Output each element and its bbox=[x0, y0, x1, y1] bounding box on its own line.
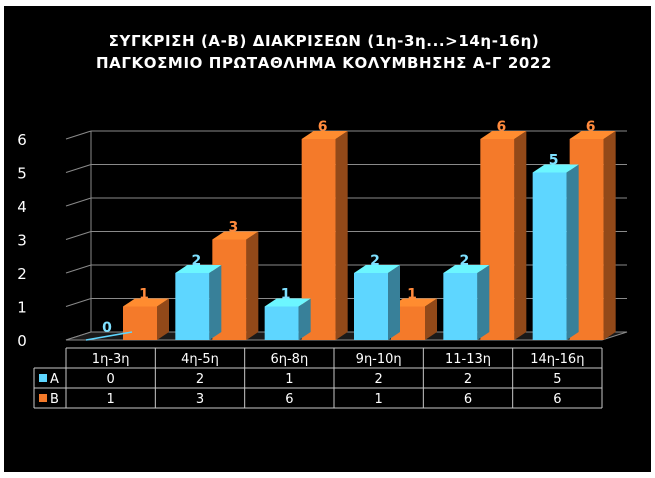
bar-a-1 bbox=[175, 265, 222, 340]
table-cell: 6 bbox=[553, 392, 561, 407]
data-label-a: 2 bbox=[370, 253, 380, 269]
x-tick-label: 4η-5η bbox=[181, 352, 219, 367]
table-cell: 0 bbox=[107, 372, 115, 387]
table-cell: 6 bbox=[285, 392, 293, 407]
legend-swatch-a bbox=[39, 374, 47, 382]
x-tick-label: 6η-8η bbox=[270, 352, 308, 367]
data-label-a: 0 bbox=[102, 320, 112, 336]
data-label-a: 5 bbox=[549, 153, 559, 169]
legend-entry: Β bbox=[50, 392, 59, 407]
bar-a-3 bbox=[354, 265, 400, 340]
bar-a-0 bbox=[85, 331, 133, 341]
legend-swatch-b bbox=[39, 394, 47, 402]
data-label-a: 1 bbox=[281, 287, 291, 303]
x-tick-label: 14η-16η bbox=[530, 352, 584, 367]
x-tick-label: 11-13η bbox=[445, 352, 491, 367]
bar-b-0 bbox=[123, 298, 169, 340]
data-label-b: 3 bbox=[228, 220, 238, 236]
table-cell: 1 bbox=[107, 392, 115, 407]
table-cell: 2 bbox=[464, 372, 472, 387]
y-tick-label: 1 bbox=[17, 299, 27, 317]
gridline-depth bbox=[65, 231, 92, 240]
table-cell: 2 bbox=[196, 372, 204, 387]
data-label-b: 6 bbox=[318, 119, 328, 135]
gridline-depth bbox=[65, 264, 92, 274]
chart-panel: ΣΥΓΚΡΙΣΗ (Α-Β) ΔΙΑΚΡΙΣΕΩΝ (1η-3η...>14η-… bbox=[4, 6, 651, 472]
y-tick-label: 2 bbox=[17, 265, 27, 283]
table-cell: 6 bbox=[464, 392, 472, 407]
data-label-b: 1 bbox=[139, 287, 149, 303]
x-tick-label: 9η-10η bbox=[356, 352, 402, 367]
gridline-depth bbox=[65, 130, 92, 140]
table-cell: 1 bbox=[375, 392, 383, 407]
y-tick-label: 4 bbox=[17, 198, 27, 216]
bar-a-4 bbox=[443, 265, 490, 340]
data-label-a: 2 bbox=[191, 253, 201, 269]
y-tick-label: 3 bbox=[17, 232, 27, 250]
data-label-a: 2 bbox=[459, 253, 469, 269]
table-cell: 5 bbox=[553, 372, 561, 387]
chart-title-line1: ΣΥΓΚΡΙΣΗ (Α-Β) ΔΙΑΚΡΙΣΕΩΝ (1η-3η...>14η-… bbox=[109, 32, 540, 50]
bar-a-5 bbox=[532, 164, 579, 340]
table-cell: 2 bbox=[375, 372, 383, 387]
legend-entry: Α bbox=[50, 372, 59, 387]
gridline-depth bbox=[65, 298, 92, 307]
data-label-b: 6 bbox=[586, 119, 596, 135]
data-label-b: 1 bbox=[407, 287, 417, 303]
bar-a-2 bbox=[264, 298, 311, 340]
y-tick-label: 6 bbox=[17, 131, 27, 149]
table-cell: 3 bbox=[196, 392, 204, 407]
x-tick-label: 1η-3η bbox=[92, 352, 130, 367]
data-label-b: 6 bbox=[496, 119, 506, 135]
y-tick-label: 0 bbox=[17, 332, 27, 350]
table-cell: 1 bbox=[285, 372, 293, 387]
y-tick-label: 5 bbox=[17, 165, 27, 183]
gridline-depth bbox=[65, 197, 92, 207]
bar-chart: ΣΥΓΚΡΙΣΗ (Α-Β) ΔΙΑΚΡΙΣΕΩΝ (1η-3η...>14η-… bbox=[17, 32, 628, 409]
gridline-depth bbox=[65, 164, 92, 173]
chart-title-line2: ΠΑΓΚΟΣΜΙΟ ΠΡΩΤΑΘΛΗΜΑ ΚΟΛΥΜΒΗΣΗΣ Α-Γ 2022 bbox=[96, 54, 552, 72]
